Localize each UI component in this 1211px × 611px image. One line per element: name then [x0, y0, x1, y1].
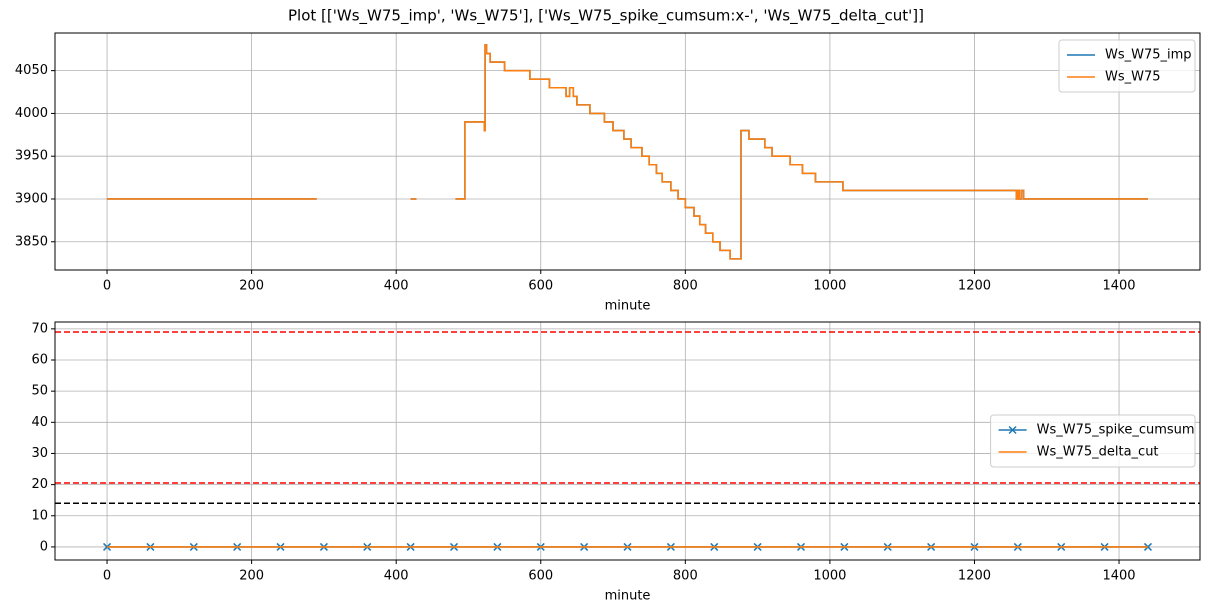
- series-line: [455, 44, 1148, 260]
- y-tick-label: 3950: [15, 149, 48, 164]
- x-tick-label: 1200: [958, 569, 991, 584]
- y-tick-label: 4050: [15, 63, 48, 78]
- x-tick-label: 200: [239, 279, 264, 294]
- legend-label: Ws_W75: [1105, 70, 1161, 85]
- y-tick-label: 50: [31, 384, 48, 399]
- y-tick-label: 3850: [15, 234, 48, 249]
- legend-label: Ws_W75_delta_cut: [1037, 445, 1159, 460]
- x-tick-label: 0: [103, 569, 111, 584]
- x-tick-label: 1400: [1102, 279, 1135, 294]
- legend-box: [990, 414, 1196, 468]
- x-tick-label: 1000: [813, 569, 846, 584]
- series-line: [455, 44, 1148, 260]
- y-tick-label: 10: [31, 508, 48, 523]
- y-tick-label: 4000: [15, 106, 48, 121]
- x-tick-label: 1000: [813, 279, 846, 294]
- figure-title: Plot [['Ws_W75_imp', 'Ws_W75'], ['Ws_W75…: [288, 7, 924, 26]
- x-axis-label: minute: [605, 589, 651, 604]
- x-tick-label: 600: [528, 569, 553, 584]
- x-tick-label: 400: [384, 279, 409, 294]
- x-tick-label: 800: [673, 569, 698, 584]
- y-tick-label: 0: [40, 539, 48, 554]
- axes-frame: [54, 321, 1201, 561]
- legend-marker: [1008, 425, 1017, 435]
- x-tick-label: 200: [239, 569, 264, 584]
- y-tick-label: 70: [31, 321, 48, 336]
- x-axis-label: minute: [605, 299, 651, 314]
- x-tick-label: 1400: [1102, 569, 1135, 584]
- y-tick-label: 20: [31, 477, 48, 492]
- x-tick-label: 800: [673, 279, 698, 294]
- y-tick-label: 60: [31, 353, 48, 368]
- y-tick-label: 30: [31, 446, 48, 461]
- legend-label: Ws_W75_imp: [1105, 48, 1192, 63]
- y-tick-label: 3900: [15, 191, 48, 206]
- plot-area: [103, 542, 1152, 551]
- x-tick-label: 400: [384, 569, 409, 584]
- legend-label: Ws_W75_spike_cumsum: [1037, 423, 1195, 438]
- legend-box: [1058, 39, 1196, 93]
- plot-area: [107, 44, 1148, 260]
- x-tick-label: 1200: [958, 279, 991, 294]
- axes-frame: [54, 32, 1201, 271]
- x-tick-label: 600: [528, 279, 553, 294]
- x-tick-label: 0: [103, 279, 111, 294]
- y-tick-label: 40: [31, 415, 48, 430]
- series-marker: [103, 542, 112, 551]
